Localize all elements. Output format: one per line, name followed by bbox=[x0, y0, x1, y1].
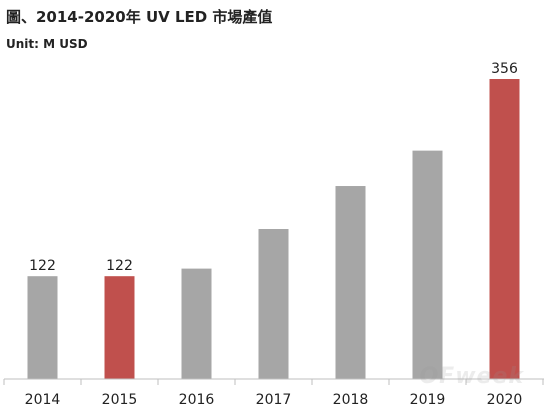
unit-label: Unit: M USD bbox=[6, 37, 88, 51]
value-label-2014: 122 bbox=[29, 258, 56, 274]
bar-2018 bbox=[335, 186, 366, 379]
x-tick-labels-layer: 2014 2015 2016 2017 2018 2019 2020 bbox=[25, 392, 523, 408]
bar-2015 bbox=[104, 276, 135, 379]
watermark: OFweek bbox=[419, 364, 524, 389]
bar-2016 bbox=[181, 268, 212, 379]
x-tick-label-2020: 2020 bbox=[487, 392, 523, 408]
value-label-2015: 122 bbox=[106, 258, 133, 274]
bars-layer bbox=[27, 79, 520, 379]
x-tick-label-2019: 2019 bbox=[410, 392, 446, 408]
x-tick-label-2014: 2014 bbox=[25, 392, 61, 408]
x-tick-marks-layer bbox=[3, 379, 544, 385]
bar-2017 bbox=[258, 229, 289, 379]
x-tick-label-2018: 2018 bbox=[333, 392, 369, 408]
x-tick-label-2016: 2016 bbox=[179, 392, 215, 408]
bar-2020 bbox=[489, 79, 520, 379]
bar-2019 bbox=[412, 150, 443, 379]
x-tick-label-2017: 2017 bbox=[256, 392, 292, 408]
chart-title: 圖、2014-2020年 UV LED 市場產值 bbox=[6, 8, 273, 26]
x-tick-label-2015: 2015 bbox=[102, 392, 138, 408]
value-label-2020: 356 bbox=[491, 61, 518, 77]
value-labels-layer: 122 122 356 bbox=[29, 61, 518, 274]
bar-2014 bbox=[27, 276, 58, 379]
